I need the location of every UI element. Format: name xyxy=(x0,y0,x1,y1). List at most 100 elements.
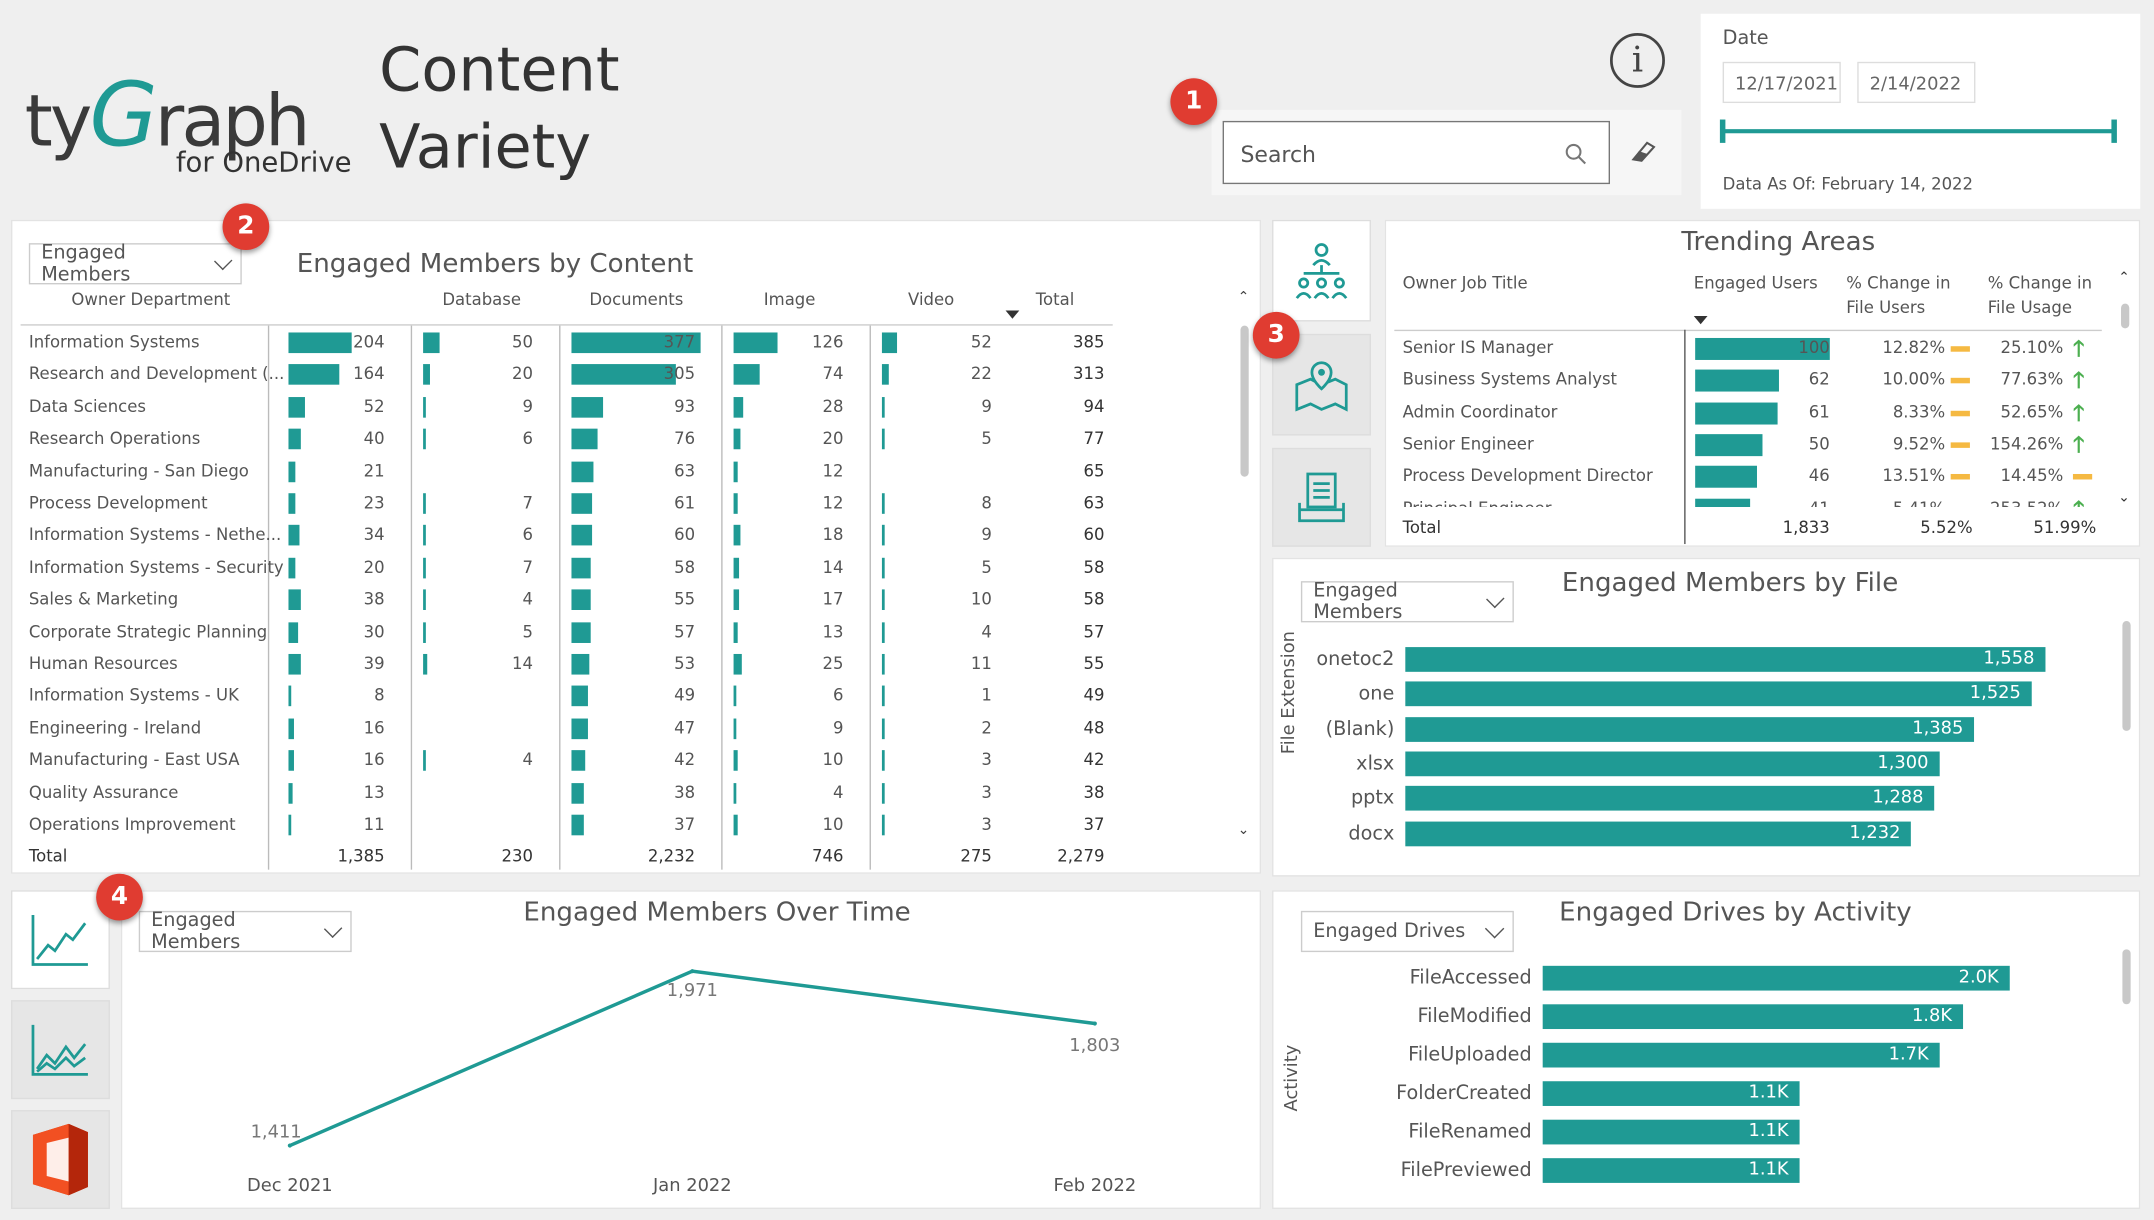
matrix-row-total[interactable]: 63 xyxy=(1083,493,1105,513)
matrix-cell-value[interactable]: 16 xyxy=(363,718,385,738)
matrix-row-total[interactable]: 313 xyxy=(1073,364,1105,384)
trending-column-header[interactable]: Owner Job Title xyxy=(1402,273,1528,293)
matrix-cell-value[interactable]: 9 xyxy=(981,396,992,417)
matrix-row-label[interactable]: Engineering - Ireland xyxy=(28,718,202,738)
bar-mark[interactable]: 1.7K xyxy=(1542,1042,1940,1068)
matrix-cell-value[interactable]: 6 xyxy=(832,686,844,706)
matrix-cell-value[interactable]: 3 xyxy=(981,782,992,802)
trending-column-header[interactable]: % Change in File Usage xyxy=(1987,273,2093,318)
matrix-cell-value[interactable]: 6 xyxy=(522,525,534,545)
bar-mark[interactable]: 2.0K xyxy=(1542,965,2010,991)
matrix-cell-value[interactable]: 9 xyxy=(522,396,534,417)
drives-scrollbar[interactable] xyxy=(2119,946,2134,1205)
matrix-cell-value[interactable]: 14 xyxy=(822,557,844,577)
bar-mark[interactable]: 1.1K xyxy=(1542,1119,1800,1145)
matrix-row-label[interactable]: Operations Improvement xyxy=(28,814,236,834)
scroll-thumb[interactable] xyxy=(2121,303,2130,329)
matrix-cell-value[interactable]: 38 xyxy=(363,589,385,609)
sort-desc-icon[interactable] xyxy=(1693,315,1708,325)
matrix-row-total[interactable]: 49 xyxy=(1083,686,1105,706)
scroll-down-icon[interactable]: ⌄ xyxy=(2118,490,2130,506)
matrix-cell-value[interactable]: 5 xyxy=(522,621,534,642)
matrix-cell-value[interactable]: 47 xyxy=(674,718,696,738)
matrix-cell-value[interactable]: 5 xyxy=(981,428,992,449)
matrix-cell-value[interactable]: 14 xyxy=(512,653,534,674)
time-metric-dropdown[interactable]: Engaged Members xyxy=(138,910,352,953)
matrix-row-total[interactable]: 60 xyxy=(1083,525,1105,545)
trending-row-title[interactable]: Senior Engineer xyxy=(1402,433,1534,454)
matrix-row-label[interactable]: Information Systems xyxy=(28,332,200,352)
matrix-cell-value[interactable]: 63 xyxy=(674,461,696,481)
area-chart-tile[interactable] xyxy=(10,1000,110,1100)
info-icon[interactable]: i xyxy=(1609,32,1665,88)
scroll-up-icon[interactable]: ⌃ xyxy=(2118,270,2130,286)
change-usage-value[interactable]: 14.45% xyxy=(2000,465,2064,486)
matrix-cell-value[interactable]: 37 xyxy=(674,814,696,834)
bar-mark[interactable]: 1,232 xyxy=(1405,820,1912,846)
drives-metric-dropdown[interactable]: Engaged Drives xyxy=(1300,910,1514,953)
matrix-cell-value[interactable]: 12 xyxy=(822,493,844,513)
matrix-cell-value[interactable]: 53 xyxy=(674,653,696,674)
matrix-cell-value[interactable]: 23 xyxy=(363,493,385,513)
matrix-cell-value[interactable]: 10 xyxy=(822,814,844,834)
engaged-users-value[interactable]: 46 xyxy=(1808,465,1830,486)
matrix-cell-value[interactable]: 93 xyxy=(674,396,696,417)
matrix-cell-value[interactable]: 50 xyxy=(512,332,534,352)
matrix-row-label[interactable]: Process Development xyxy=(28,493,208,513)
matrix-row-total[interactable]: 42 xyxy=(1083,750,1105,770)
matrix-row-total[interactable]: 58 xyxy=(1083,557,1105,577)
matrix-row-label[interactable]: Information Systems - Nethe... xyxy=(28,525,282,545)
matrix-cell-value[interactable]: 4 xyxy=(522,589,534,609)
matrix-cell-value[interactable]: 57 xyxy=(674,621,696,642)
document-tile[interactable] xyxy=(1272,447,1371,547)
trending-row-title[interactable]: Admin Coordinator xyxy=(1402,401,1558,422)
bar-mark[interactable]: 1,385 xyxy=(1405,716,1975,742)
change-usage-value[interactable]: 52.65% xyxy=(2000,401,2064,422)
matrix-cell-value[interactable]: 39 xyxy=(363,653,385,674)
matrix-row-total[interactable]: 48 xyxy=(1083,718,1105,738)
matrix-cell-value[interactable]: 17 xyxy=(822,589,844,609)
matrix-column-header[interactable]: Database xyxy=(442,289,522,310)
change-usage-value[interactable]: 77.63% xyxy=(2000,369,2064,390)
matrix-row-total[interactable]: 38 xyxy=(1083,782,1105,802)
matrix-row-label[interactable]: Information Systems - UK xyxy=(28,686,239,706)
data-point[interactable] xyxy=(1092,1021,1097,1026)
matrix-cell-value[interactable]: 126 xyxy=(811,332,844,352)
matrix-row-label[interactable]: Information Systems - Security xyxy=(28,557,284,577)
change-users-value[interactable]: 13.51% xyxy=(1882,465,1946,486)
matrix-row-total[interactable]: 37 xyxy=(1083,814,1105,834)
trending-column-header[interactable]: % Change in File Users xyxy=(1846,273,1951,318)
matrix-cell-value[interactable]: 20 xyxy=(512,364,534,384)
trending-row-title[interactable]: Business Systems Analyst xyxy=(1402,369,1618,390)
change-users-value[interactable]: 8.33% xyxy=(1892,401,1946,422)
matrix-row-total[interactable]: 55 xyxy=(1083,653,1105,674)
data-point[interactable] xyxy=(690,969,695,974)
scrollbar[interactable]: ⌃ ⌄ xyxy=(1237,289,1252,847)
matrix-cell-value[interactable]: 55 xyxy=(674,589,696,609)
matrix-cell-value[interactable]: 22 xyxy=(970,364,992,384)
metric-dropdown[interactable]: Engaged Members xyxy=(28,242,242,286)
matrix-cell-value[interactable]: 76 xyxy=(674,428,696,449)
matrix-row-label[interactable]: Quality Assurance xyxy=(28,782,179,802)
file-scrollbar[interactable] xyxy=(2119,614,2134,873)
matrix-column-header[interactable]: Image xyxy=(763,289,816,310)
matrix-cell-value[interactable]: 5 xyxy=(981,557,992,577)
matrix-cell-value[interactable]: 52 xyxy=(363,396,385,417)
matrix-cell-value[interactable]: 8 xyxy=(374,686,385,706)
matrix-row-label[interactable]: Sales & Marketing xyxy=(28,589,179,609)
matrix-row-label[interactable]: Human Resources xyxy=(28,653,178,674)
matrix-cell-value[interactable]: 4 xyxy=(981,621,992,642)
matrix-column-header[interactable]: Owner Department xyxy=(71,289,231,310)
matrix-cell-value[interactable]: 377 xyxy=(663,332,696,352)
trending-row-title[interactable]: Process Development Director xyxy=(1402,465,1653,486)
bar-mark[interactable]: 1.1K xyxy=(1542,1158,1800,1183)
matrix-row-total[interactable]: 385 xyxy=(1073,332,1105,352)
engaged-users-value[interactable]: 61 xyxy=(1808,401,1830,422)
matrix-cell-value[interactable]: 42 xyxy=(674,750,696,770)
change-usage-value[interactable]: 253.52% xyxy=(1977,497,2063,507)
matrix-cell-value[interactable]: 38 xyxy=(674,782,696,802)
sort-desc-icon[interactable] xyxy=(1005,310,1020,319)
org-chart-tile[interactable] xyxy=(1272,219,1371,322)
matrix-cell-value[interactable]: 74 xyxy=(822,364,844,384)
matrix-cell-value[interactable]: 25 xyxy=(822,653,844,674)
